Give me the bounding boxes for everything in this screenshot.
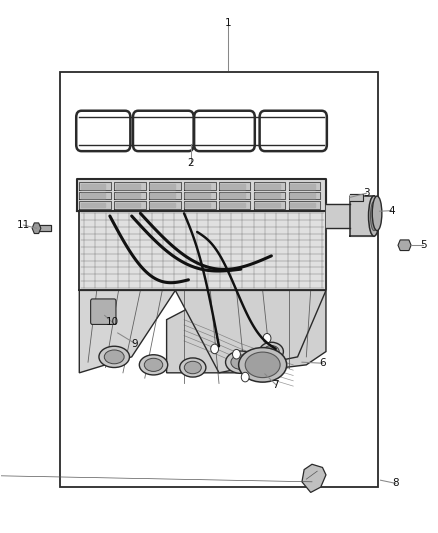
Polygon shape <box>184 191 215 199</box>
Polygon shape <box>290 193 315 198</box>
Ellipse shape <box>239 348 287 382</box>
Polygon shape <box>254 191 286 199</box>
Polygon shape <box>175 290 326 373</box>
FancyBboxPatch shape <box>260 111 327 151</box>
Polygon shape <box>219 182 251 190</box>
Circle shape <box>211 344 219 354</box>
Ellipse shape <box>264 345 279 358</box>
Polygon shape <box>326 204 350 228</box>
Polygon shape <box>289 201 320 208</box>
Polygon shape <box>114 201 146 208</box>
Polygon shape <box>254 182 286 190</box>
FancyBboxPatch shape <box>76 111 131 151</box>
Polygon shape <box>114 182 146 190</box>
FancyBboxPatch shape <box>194 111 255 151</box>
Polygon shape <box>81 184 106 189</box>
Polygon shape <box>79 191 111 199</box>
Text: 5: 5 <box>420 240 427 250</box>
Text: 4: 4 <box>388 206 395 216</box>
Polygon shape <box>150 193 175 198</box>
Polygon shape <box>149 182 180 190</box>
Ellipse shape <box>184 361 201 374</box>
Polygon shape <box>220 193 245 198</box>
Text: 7: 7 <box>272 379 279 390</box>
FancyBboxPatch shape <box>133 111 194 151</box>
Circle shape <box>233 350 240 359</box>
Text: 6: 6 <box>320 358 326 368</box>
Text: 8: 8 <box>392 479 399 488</box>
Polygon shape <box>255 184 280 189</box>
Polygon shape <box>116 184 141 189</box>
Polygon shape <box>219 191 251 199</box>
Polygon shape <box>81 203 106 207</box>
Text: 10: 10 <box>106 317 119 327</box>
Text: 2: 2 <box>187 158 194 168</box>
Polygon shape <box>219 201 251 208</box>
Polygon shape <box>255 203 280 207</box>
Polygon shape <box>81 193 106 198</box>
Polygon shape <box>289 182 320 190</box>
Text: 1: 1 <box>224 18 231 28</box>
Polygon shape <box>350 196 374 236</box>
Polygon shape <box>150 203 175 207</box>
Circle shape <box>263 334 271 343</box>
Polygon shape <box>32 223 41 233</box>
Ellipse shape <box>226 351 256 373</box>
Ellipse shape <box>180 358 206 377</box>
Polygon shape <box>185 203 210 207</box>
Polygon shape <box>77 179 326 211</box>
Polygon shape <box>290 184 315 189</box>
Circle shape <box>241 372 249 382</box>
Polygon shape <box>184 201 215 208</box>
Polygon shape <box>149 191 180 199</box>
Polygon shape <box>79 201 111 208</box>
Polygon shape <box>289 191 320 199</box>
Polygon shape <box>116 193 141 198</box>
Ellipse shape <box>372 196 382 231</box>
Polygon shape <box>220 203 245 207</box>
Text: 11: 11 <box>17 220 30 230</box>
Polygon shape <box>150 184 175 189</box>
Bar <box>60 72 378 487</box>
Polygon shape <box>184 182 215 190</box>
Polygon shape <box>116 203 141 207</box>
Polygon shape <box>114 191 146 199</box>
Polygon shape <box>185 184 210 189</box>
Polygon shape <box>36 225 51 231</box>
Text: 9: 9 <box>132 338 138 349</box>
Polygon shape <box>79 290 175 373</box>
Ellipse shape <box>104 350 124 364</box>
Ellipse shape <box>259 342 283 361</box>
Polygon shape <box>350 193 363 201</box>
Ellipse shape <box>245 352 280 377</box>
Polygon shape <box>166 290 326 373</box>
Ellipse shape <box>371 201 378 231</box>
Ellipse shape <box>231 355 251 369</box>
Ellipse shape <box>99 346 130 368</box>
Polygon shape <box>185 193 210 198</box>
Polygon shape <box>398 240 411 251</box>
Polygon shape <box>79 142 324 147</box>
Ellipse shape <box>368 196 379 236</box>
Polygon shape <box>149 201 180 208</box>
Polygon shape <box>255 193 280 198</box>
Polygon shape <box>302 464 326 492</box>
Polygon shape <box>79 182 111 190</box>
FancyBboxPatch shape <box>91 299 116 325</box>
Polygon shape <box>79 211 326 290</box>
Polygon shape <box>220 184 245 189</box>
Polygon shape <box>254 201 286 208</box>
Ellipse shape <box>144 358 163 372</box>
Polygon shape <box>290 203 315 207</box>
Text: 3: 3 <box>363 188 370 198</box>
Ellipse shape <box>139 355 168 375</box>
